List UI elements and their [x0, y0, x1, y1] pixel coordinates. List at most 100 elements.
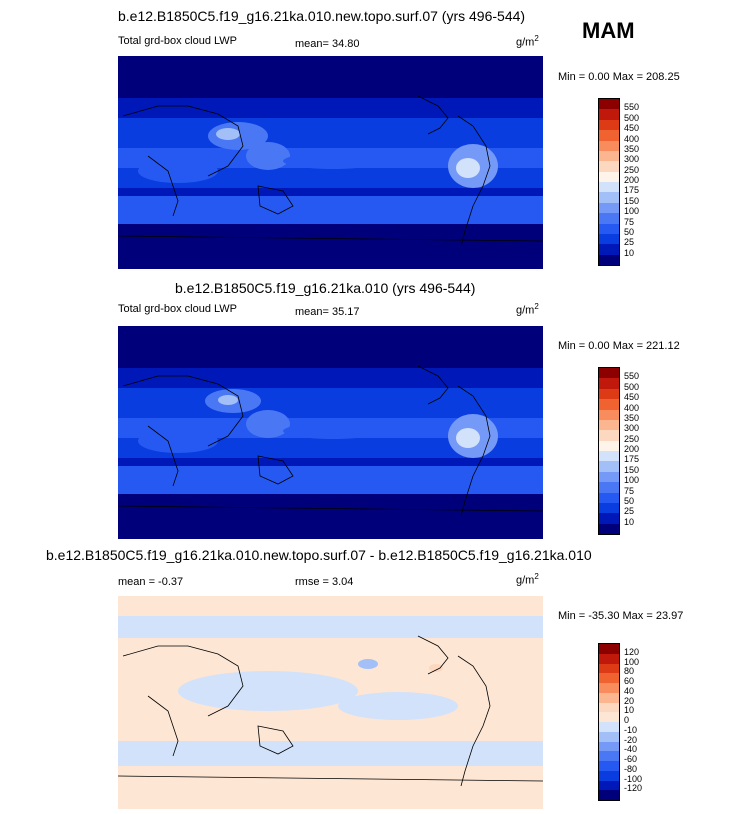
- colorbar-segment: [599, 192, 619, 203]
- colorbar-tick-label: 250: [624, 164, 640, 175]
- colorbar-segment: [599, 492, 619, 503]
- colorbar-segment: [599, 513, 619, 524]
- panel1-minmax: Min = 0.00 Max = 208.25: [558, 71, 680, 83]
- panel3-map-svg: [118, 596, 543, 809]
- colorbar-segment: [599, 731, 619, 742]
- colorbar-segment: [599, 683, 619, 693]
- colorbar-segment: [599, 790, 619, 800]
- colorbar-tick-label: 175: [624, 185, 640, 196]
- colorbar-tick-label: 100: [624, 656, 640, 667]
- colorbar-tick-label: 100: [624, 206, 640, 217]
- colorbar-segment: [599, 182, 619, 193]
- colorbar-tick-label: 200: [624, 175, 640, 185]
- panel1-units: g/m2: [516, 34, 539, 49]
- colorbar-tick-label: 60: [624, 676, 635, 686]
- colorbar-segment: [599, 741, 619, 752]
- colorbar-segment: [599, 702, 619, 713]
- colorbar-tick-label: 550: [624, 371, 640, 382]
- panel2-map: [118, 326, 543, 539]
- colorbar-segment: [599, 244, 619, 255]
- colorbar-tick-label: 150: [624, 195, 640, 206]
- colorbar-segment: [599, 419, 619, 431]
- colorbar-segment: [599, 722, 619, 732]
- panel1-map: [118, 56, 543, 269]
- panel1-variable-label: Total grd-box cloud LWP: [118, 35, 238, 47]
- colorbar-segment: [599, 770, 619, 781]
- panel1-colorbar: [598, 98, 620, 266]
- colorbar-segment: [599, 368, 619, 379]
- colorbar-segment: [599, 653, 619, 664]
- colorbar-segment: [599, 430, 619, 441]
- colorbar-segment: [599, 399, 619, 410]
- panel1-mean: mean= 34.80: [295, 38, 360, 50]
- panel2-variable-label: Total grd-box cloud LWP: [118, 303, 238, 315]
- colorbar-tick-label: 100: [624, 475, 640, 486]
- colorbar-segment: [599, 663, 619, 674]
- panel3-title: b.e12.B1850C5.f19_g16.21ka.010.new.topo.…: [46, 547, 592, 563]
- colorbar-tick-label: 300: [624, 154, 640, 165]
- panel2-minmax: Min = 0.00 Max = 221.12: [558, 340, 680, 352]
- colorbar-tick-label: 250: [624, 433, 640, 444]
- colorbar-tick-label: -120: [624, 783, 643, 794]
- colorbar-tick-label: 25: [624, 506, 635, 517]
- colorbar-tick-label: 350: [624, 143, 640, 154]
- colorbar-tick-label: 350: [624, 412, 640, 423]
- colorbar-segment: [599, 712, 619, 722]
- colorbar-segment: [599, 644, 619, 654]
- panel2-units: g/m2: [516, 302, 539, 317]
- colorbar-tick-label: 0: [624, 715, 630, 725]
- panel1-title: b.e12.B1850C5.f19_g16.21ka.010.new.topo.…: [118, 8, 526, 24]
- colorbar-tick-label: -100: [624, 773, 643, 784]
- colorbar-tick-label: 120: [624, 646, 640, 657]
- colorbar-tick-label: 50: [624, 495, 635, 506]
- colorbar-segment: [599, 461, 619, 472]
- colorbar-segment: [599, 109, 619, 120]
- colorbar-segment: [599, 692, 619, 703]
- colorbar-segment: [599, 99, 619, 110]
- colorbar-segment: [599, 171, 619, 182]
- colorbar-segment: [599, 482, 619, 493]
- panel3-colorbar: [598, 643, 620, 801]
- colorbar-segment: [599, 761, 619, 771]
- colorbar-tick-label: -10: [624, 724, 638, 735]
- panel3-rmse: rmse = 3.04: [295, 576, 354, 588]
- colorbar-segment: [599, 223, 619, 234]
- colorbar-segment: [599, 233, 619, 245]
- colorbar-tick-label: 400: [624, 402, 640, 413]
- colorbar-segment: [599, 523, 619, 534]
- colorbar-segment: [599, 161, 619, 172]
- panel3-map: [118, 596, 543, 809]
- colorbar-tick-label: 40: [624, 685, 635, 696]
- colorbar-segment: [599, 502, 619, 514]
- colorbar-tick-label: 550: [624, 102, 640, 113]
- colorbar-tick-label: 150: [624, 464, 640, 475]
- colorbar-segment: [599, 780, 619, 791]
- colorbar-segment: [599, 150, 619, 162]
- colorbar-tick-label: -20: [624, 734, 638, 745]
- colorbar-tick-label: 50: [624, 226, 635, 237]
- colorbar-tick-label: 80: [624, 666, 635, 677]
- colorbar-tick-label: 75: [624, 216, 635, 227]
- colorbar-tick-label: 10: [624, 516, 635, 527]
- colorbar-segment: [599, 254, 619, 265]
- panel1-map-svg: [118, 56, 543, 269]
- colorbar-segment: [599, 140, 619, 151]
- panel2-map-svg: [118, 326, 543, 539]
- panel2-colorbar: [598, 367, 620, 535]
- colorbar-tick-label: 20: [624, 695, 635, 706]
- colorbar-segment: [599, 471, 619, 483]
- colorbar-segment: [599, 130, 619, 141]
- panel3-mean: mean = -0.37: [118, 576, 184, 588]
- colorbar-segment: [599, 213, 619, 224]
- colorbar-segment: [599, 440, 619, 451]
- colorbar-segment: [599, 388, 619, 400]
- colorbar-tick-label: 450: [624, 123, 640, 134]
- panel3-minmax: Min = -35.30 Max = 23.97: [558, 610, 684, 622]
- colorbar-segment: [599, 378, 619, 389]
- colorbar-tick-label: 300: [624, 423, 640, 434]
- colorbar-segment: [599, 119, 619, 131]
- colorbar-tick-label: 500: [624, 381, 640, 392]
- colorbar-tick-label: 10: [624, 705, 635, 716]
- colorbar-tick-label: 10: [624, 247, 635, 258]
- panel3-units: g/m2: [516, 572, 539, 587]
